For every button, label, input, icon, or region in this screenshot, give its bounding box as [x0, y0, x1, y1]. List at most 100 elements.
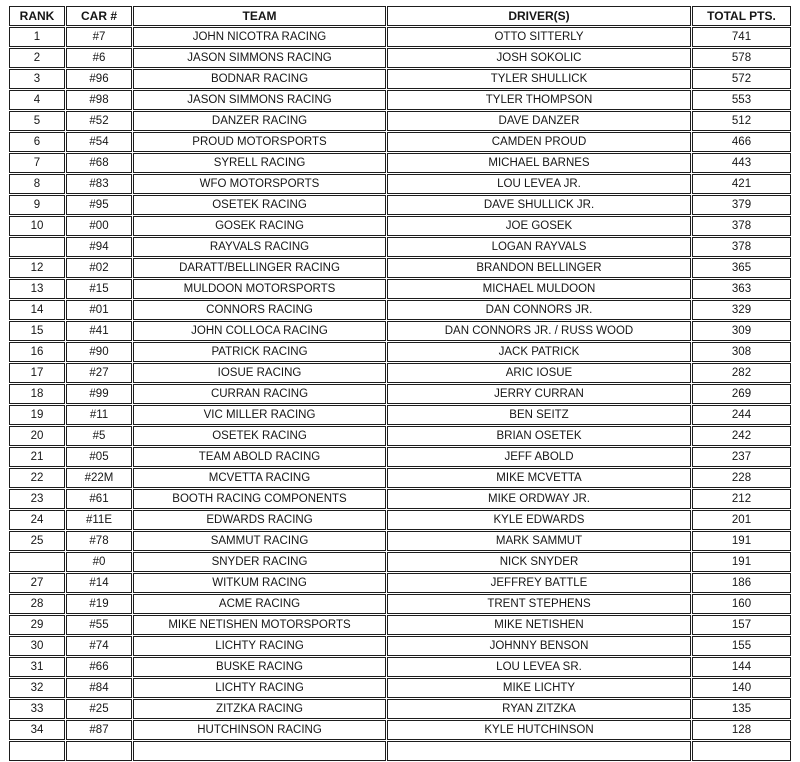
team-cell: JASON SIMMONS RACING: [133, 48, 386, 68]
table-row: #94 RAYVALS RACING LOGAN RAYVALS 378: [9, 237, 791, 257]
car-number-cell: #27: [66, 363, 132, 383]
table-row: 27 #14 WITKUM RACING JEFFREY BATTLE 186: [9, 573, 791, 593]
car-number-cell: #83: [66, 174, 132, 194]
team-cell: BOOTH RACING COMPONENTS: [133, 489, 386, 509]
car-number-cell: #66: [66, 657, 132, 677]
team-cell: SAMMUT RACING: [133, 531, 386, 551]
rank-cell: 23: [9, 489, 65, 509]
driver-cell: TRENT STEPHENS: [387, 594, 691, 614]
points-cell: 191: [692, 531, 791, 551]
rank-cell: [9, 741, 65, 761]
table-row: 4 #98 JASON SIMMONS RACING TYLER THOMPSON 55…: [9, 90, 791, 110]
points-cell: 741: [692, 27, 791, 47]
points-cell: 140: [692, 678, 791, 698]
car-number-cell: #99: [66, 384, 132, 404]
car-number-cell: #78: [66, 531, 132, 551]
table-row: 7 #68 SYRELL RACING MICHAEL BARNES 443: [9, 153, 791, 173]
car-number-cell: #00: [66, 216, 132, 236]
team-cell: DARATT/BELLINGER RACING: [133, 258, 386, 278]
table-row: 17 #27 IOSUE RACING ARIC IOSUE 282: [9, 363, 791, 383]
car-number-cell: #54: [66, 132, 132, 152]
points-cell: 282: [692, 363, 791, 383]
team-cell: JOHN COLLOCA RACING: [133, 321, 386, 341]
driver-cell: CAMDEN PROUD: [387, 132, 691, 152]
car-number-cell: #95: [66, 195, 132, 215]
header-drivers: DRIVER(S): [387, 6, 691, 26]
table-row: 5 #52 DANZER RACING DAVE DANZER 512: [9, 111, 791, 131]
rank-cell: 3: [9, 69, 65, 89]
rank-cell: 17: [9, 363, 65, 383]
table-row: 8 #83 WFO MOTORSPORTS LOU LEVEA JR. 421: [9, 174, 791, 194]
points-cell: 421: [692, 174, 791, 194]
points-cell: 378: [692, 237, 791, 257]
driver-cell: DAVE SHULLICK JR.: [387, 195, 691, 215]
header-total-pts: TOTAL PTS.: [692, 6, 791, 26]
table-row: 20 #5 OSETEK RACING BRIAN OSETEK 242: [9, 426, 791, 446]
rank-cell: 32: [9, 678, 65, 698]
points-cell: 363: [692, 279, 791, 299]
rank-cell: 14: [9, 300, 65, 320]
driver-cell: [387, 741, 691, 761]
rank-cell: 9: [9, 195, 65, 215]
car-number-cell: #61: [66, 489, 132, 509]
points-cell: 144: [692, 657, 791, 677]
team-cell: LICHTY RACING: [133, 678, 386, 698]
table-row: 15 #41 JOHN COLLOCA RACING DAN CONNORS JR. …: [9, 321, 791, 341]
team-cell: PROUD MOTORSPORTS: [133, 132, 386, 152]
driver-cell: MARK SAMMUT: [387, 531, 691, 551]
rank-cell: 2: [9, 48, 65, 68]
car-number-cell: #05: [66, 447, 132, 467]
driver-cell: JOE GOSEK: [387, 216, 691, 236]
car-number-cell: #22M: [66, 468, 132, 488]
team-cell: MIKE NETISHEN MOTORSPORTS: [133, 615, 386, 635]
rank-cell: 13: [9, 279, 65, 299]
points-cell: 553: [692, 90, 791, 110]
rank-cell: 19: [9, 405, 65, 425]
header-team: TEAM: [133, 6, 386, 26]
rank-cell: 8: [9, 174, 65, 194]
driver-cell: KYLE EDWARDS: [387, 510, 691, 530]
car-number-cell: #96: [66, 69, 132, 89]
team-cell: SYRELL RACING: [133, 153, 386, 173]
team-cell: JASON SIMMONS RACING: [133, 90, 386, 110]
table-row: 21 #05 TEAM ABOLD RACING JEFF ABOLD 237: [9, 447, 791, 467]
team-cell: EDWARDS RACING: [133, 510, 386, 530]
car-number-cell: #14: [66, 573, 132, 593]
rank-cell: 7: [9, 153, 65, 173]
car-number-cell: #94: [66, 237, 132, 257]
team-cell: MULDOON MOTORSPORTS: [133, 279, 386, 299]
points-cell: 160: [692, 594, 791, 614]
header-row: RANK CAR # TEAM DRIVER(S) TOTAL PTS.: [9, 6, 791, 26]
driver-cell: JOHNNY BENSON: [387, 636, 691, 656]
driver-cell: BEN SEITZ: [387, 405, 691, 425]
points-cell: 128: [692, 720, 791, 740]
points-cell: 212: [692, 489, 791, 509]
team-cell: CONNORS RACING: [133, 300, 386, 320]
rank-cell: 10: [9, 216, 65, 236]
table-row: 13 #15 MULDOON MOTORSPORTS MICHAEL MULDOON 3…: [9, 279, 791, 299]
team-cell: WFO MOTORSPORTS: [133, 174, 386, 194]
points-cell: 191: [692, 552, 791, 572]
points-cell: 186: [692, 573, 791, 593]
table-row: 12 #02 DARATT/BELLINGER RACING BRANDON BELL…: [9, 258, 791, 278]
rank-cell: 33: [9, 699, 65, 719]
rank-cell: 1: [9, 27, 65, 47]
car-number-cell: #0: [66, 552, 132, 572]
team-cell: RAYVALS RACING: [133, 237, 386, 257]
driver-cell: JERRY CURRAN: [387, 384, 691, 404]
driver-cell: MICHAEL MULDOON: [387, 279, 691, 299]
team-cell: IOSUE RACING: [133, 363, 386, 383]
team-cell: JOHN NICOTRA RACING: [133, 27, 386, 47]
table-row: 10 #00 GOSEK RACING JOE GOSEK 378: [9, 216, 791, 236]
table-row: 28 #19 ACME RACING TRENT STEPHENS 160: [9, 594, 791, 614]
rank-cell: 34: [9, 720, 65, 740]
points-cell: 244: [692, 405, 791, 425]
car-number-cell: #52: [66, 111, 132, 131]
standings-body: 1 #7 JOHN NICOTRA RACING OTTO SITTERLY 741 2 #…: [9, 27, 791, 761]
driver-cell: LOU LEVEA JR.: [387, 174, 691, 194]
table-row: 1 #7 JOHN NICOTRA RACING OTTO SITTERLY 741: [9, 27, 791, 47]
driver-cell: MIKE ORDWAY JR.: [387, 489, 691, 509]
driver-cell: JEFFREY BATTLE: [387, 573, 691, 593]
points-cell: 365: [692, 258, 791, 278]
table-row: 23 #61 BOOTH RACING COMPONENTS MIKE ORDWAY …: [9, 489, 791, 509]
